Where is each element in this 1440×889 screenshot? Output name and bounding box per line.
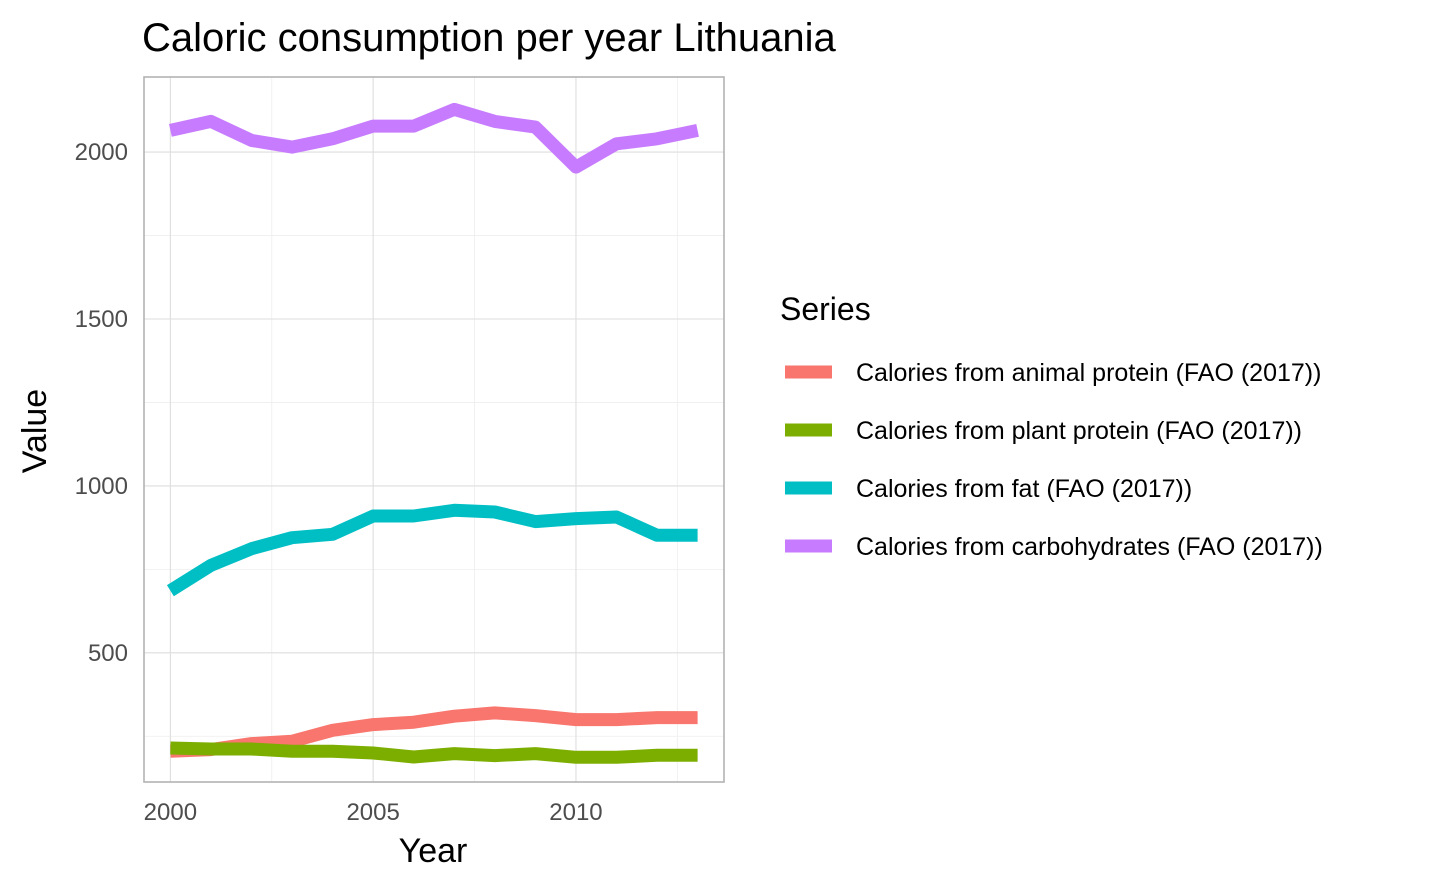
legend: Series Calories from animal protein (FAO… (780, 291, 1323, 561)
y-tick-label: 2000 (75, 139, 128, 166)
legend-label: Calories from fat (FAO (2017)) (856, 475, 1192, 503)
legend-label: Calories from plant protein (FAO (2017)) (856, 417, 1302, 445)
series-lines (166, 102, 699, 764)
legend-title: Series (780, 291, 871, 327)
legend-label: Calories from carbohydrates (FAO (2017)) (856, 533, 1323, 561)
y-tick-label: 1500 (75, 306, 128, 333)
grid-lines (144, 77, 724, 782)
series-line-2 (170, 741, 698, 764)
plot-panel-border (143, 76, 725, 783)
y-tick-label: 1000 (75, 473, 128, 500)
y-tick-label: 500 (88, 640, 128, 667)
series-line-3 (166, 503, 698, 597)
x-tick-label: 2005 (346, 799, 399, 826)
y-axis-tick-labels: 500 1000 1500 2000 (75, 139, 128, 667)
legend-label: Calories from animal protein (FAO (2017)… (856, 359, 1321, 387)
legend-item: Calories from animal protein (FAO (2017)… (785, 359, 1321, 387)
x-axis-tick-labels: 2000 2005 2010 (144, 799, 603, 826)
x-tick-label: 2000 (144, 799, 197, 826)
x-tick-label: 2010 (549, 799, 602, 826)
legend-item: Calories from carbohydrates (FAO (2017)) (785, 533, 1323, 561)
y-axis-title: Value (16, 389, 54, 473)
series-line-4 (168, 102, 699, 174)
chart-title: Caloric consumption per year Lithuania (142, 16, 836, 60)
legend-item: Calories from plant protein (FAO (2017)) (785, 417, 1302, 445)
x-axis-title: Year (399, 832, 468, 870)
legend-item: Calories from fat (FAO (2017)) (785, 475, 1192, 503)
legend-items: Calories from animal protein (FAO (2017)… (785, 359, 1323, 561)
